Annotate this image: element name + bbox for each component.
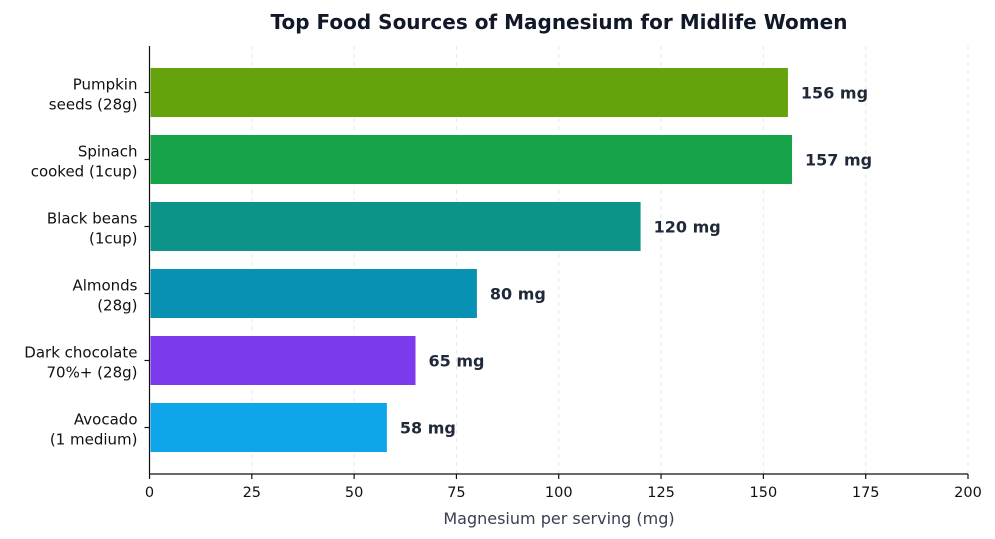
category-label: Black beans (1cup) bbox=[47, 210, 138, 248]
category-label: Almonds (28g) bbox=[72, 277, 137, 315]
category-label-line: 70%+ (28g) bbox=[47, 364, 138, 382]
chart-title: Top Food Sources of Magnesium for Midlif… bbox=[271, 10, 848, 34]
category-label-line: seeds (28g) bbox=[49, 96, 138, 114]
x-tick-label: 0 bbox=[145, 485, 154, 501]
bar bbox=[149, 134, 794, 185]
bar-value-label: 120 mg bbox=[654, 218, 721, 237]
category-label-line: Almonds bbox=[72, 277, 137, 295]
x-tick-label: 125 bbox=[647, 485, 675, 501]
bar bbox=[149, 201, 642, 252]
bar-value-label: 157 mg bbox=[805, 151, 872, 170]
category-label: Pumpkin seeds (28g) bbox=[49, 76, 138, 114]
category-label: Spinach cooked (1cup) bbox=[31, 143, 138, 181]
bar-value-label: 65 mg bbox=[429, 352, 485, 371]
bar bbox=[149, 268, 478, 319]
x-tick-label: 150 bbox=[750, 485, 778, 501]
bar-value-label: 80 mg bbox=[490, 285, 546, 304]
bar bbox=[149, 67, 789, 118]
category-label-line: cooked (1cup) bbox=[31, 163, 138, 181]
category-label-line: (1 medium) bbox=[50, 431, 138, 449]
category-label-line: (1cup) bbox=[89, 230, 138, 248]
bar-value-label: 156 mg bbox=[801, 84, 868, 103]
bar bbox=[149, 335, 417, 386]
x-tick-label: 25 bbox=[243, 485, 261, 501]
category-label-line: Dark chocolate bbox=[24, 344, 137, 362]
category-labels: Pumpkin seeds (28g) Spinach cooked (1cup) Bl… bbox=[24, 76, 150, 449]
x-tick-label: 50 bbox=[345, 485, 363, 501]
x-tick-label: 175 bbox=[852, 485, 880, 501]
category-label: Dark chocolate 70%+ (28g) bbox=[24, 344, 137, 382]
category-label-line: Avocado bbox=[74, 411, 138, 429]
bar-value-label: 58 mg bbox=[400, 419, 456, 438]
x-tick-labels: 0 25 50 75 100 125 150 175 200 bbox=[145, 474, 982, 501]
bar bbox=[149, 402, 388, 453]
x-tick-label: 200 bbox=[954, 485, 982, 501]
x-tick-label: 100 bbox=[545, 485, 573, 501]
category-label: Avocado (1 medium) bbox=[50, 411, 138, 449]
category-label-line: Black beans bbox=[47, 210, 138, 228]
category-label-line: (28g) bbox=[97, 297, 137, 315]
category-label-line: Spinach bbox=[78, 143, 138, 161]
bars bbox=[149, 67, 794, 453]
x-tick-label: 75 bbox=[447, 485, 465, 501]
data-labels: 156 mg 157 mg 120 mg 80 mg 65 mg 58 mg bbox=[400, 84, 872, 438]
x-axis-label: Magnesium per serving (mg) bbox=[443, 509, 674, 528]
category-label-line: Pumpkin bbox=[73, 76, 138, 94]
